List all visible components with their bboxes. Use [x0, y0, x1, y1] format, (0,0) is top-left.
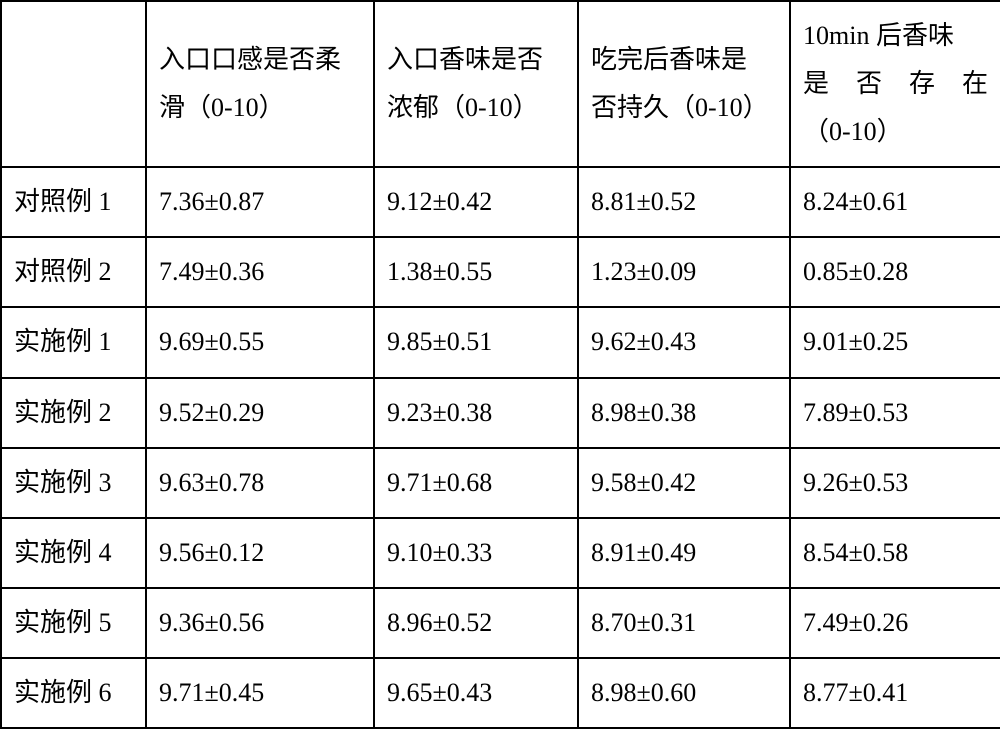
cell: 9.65±0.43 [374, 658, 578, 728]
table-header-row: 入口口感是否柔 滑（0-10） 入口香味是否 浓郁（0-10） 吃完后香味是 否… [1, 1, 1000, 167]
cell: 9.52±0.29 [146, 378, 374, 448]
cell: 0.85±0.28 [790, 237, 1000, 307]
header-line: 吃完后香味是 [591, 36, 777, 84]
cell: 8.70±0.31 [578, 588, 790, 658]
header-line: 滑（0-10） [159, 84, 361, 132]
row-label: 实施例 1 [1, 307, 146, 377]
cell: 9.01±0.25 [790, 307, 1000, 377]
cell: 9.69±0.55 [146, 307, 374, 377]
header-line: 是否存在 [803, 60, 988, 108]
cell: 9.36±0.56 [146, 588, 374, 658]
cell: 8.96±0.52 [374, 588, 578, 658]
cell: 8.98±0.38 [578, 378, 790, 448]
cell: 9.85±0.51 [374, 307, 578, 377]
cell: 9.56±0.12 [146, 518, 374, 588]
cell: 9.10±0.33 [374, 518, 578, 588]
cell: 8.77±0.41 [790, 658, 1000, 728]
cell: 7.89±0.53 [790, 378, 1000, 448]
table-row: 实施例 4 9.56±0.12 9.10±0.33 8.91±0.49 8.54… [1, 518, 1000, 588]
cell: 8.81±0.52 [578, 167, 790, 237]
cell: 9.26±0.53 [790, 448, 1000, 518]
table-row: 对照例 2 7.49±0.36 1.38±0.55 1.23±0.09 0.85… [1, 237, 1000, 307]
header-line: 入口香味是否 [387, 36, 565, 84]
row-label: 实施例 4 [1, 518, 146, 588]
cell: 8.24±0.61 [790, 167, 1000, 237]
header-cell-blank [1, 1, 146, 167]
header-cell-c3: 吃完后香味是 否持久（0-10） [578, 1, 790, 167]
cell: 9.23±0.38 [374, 378, 578, 448]
table-row: 实施例 5 9.36±0.56 8.96±0.52 8.70±0.31 7.49… [1, 588, 1000, 658]
table-row: 实施例 6 9.71±0.45 9.65±0.43 8.98±0.60 8.77… [1, 658, 1000, 728]
cell: 8.91±0.49 [578, 518, 790, 588]
cell: 9.58±0.42 [578, 448, 790, 518]
table-row: 实施例 1 9.69±0.55 9.85±0.51 9.62±0.43 9.01… [1, 307, 1000, 377]
header-cell-c1: 入口口感是否柔 滑（0-10） [146, 1, 374, 167]
header-cell-c4: 10min 后香味 是否存在 （0-10） [790, 1, 1000, 167]
header-line: 浓郁（0-10） [387, 84, 565, 132]
row-label: 对照例 2 [1, 237, 146, 307]
cell: 1.23±0.09 [578, 237, 790, 307]
data-table: 入口口感是否柔 滑（0-10） 入口香味是否 浓郁（0-10） 吃完后香味是 否… [0, 0, 1000, 729]
cell: 9.62±0.43 [578, 307, 790, 377]
row-label: 实施例 5 [1, 588, 146, 658]
row-label: 实施例 6 [1, 658, 146, 728]
table-row: 实施例 3 9.63±0.78 9.71±0.68 9.58±0.42 9.26… [1, 448, 1000, 518]
row-label: 对照例 1 [1, 167, 146, 237]
cell: 9.63±0.78 [146, 448, 374, 518]
cell: 8.54±0.58 [790, 518, 1000, 588]
cell: 9.12±0.42 [374, 167, 578, 237]
header-line: 入口口感是否柔 [159, 36, 361, 84]
cell: 1.38±0.55 [374, 237, 578, 307]
cell: 9.71±0.68 [374, 448, 578, 518]
cell: 9.71±0.45 [146, 658, 374, 728]
header-cell-c2: 入口香味是否 浓郁（0-10） [374, 1, 578, 167]
row-label: 实施例 3 [1, 448, 146, 518]
cell: 8.98±0.60 [578, 658, 790, 728]
cell: 7.36±0.87 [146, 167, 374, 237]
row-label: 实施例 2 [1, 378, 146, 448]
header-line: （0-10） [803, 108, 988, 156]
header-line: 10min 后香味 [803, 12, 988, 60]
cell: 7.49±0.26 [790, 588, 1000, 658]
header-line: 否持久（0-10） [591, 84, 777, 132]
table-row: 对照例 1 7.36±0.87 9.12±0.42 8.81±0.52 8.24… [1, 167, 1000, 237]
table-row: 实施例 2 9.52±0.29 9.23±0.38 8.98±0.38 7.89… [1, 378, 1000, 448]
cell: 7.49±0.36 [146, 237, 374, 307]
